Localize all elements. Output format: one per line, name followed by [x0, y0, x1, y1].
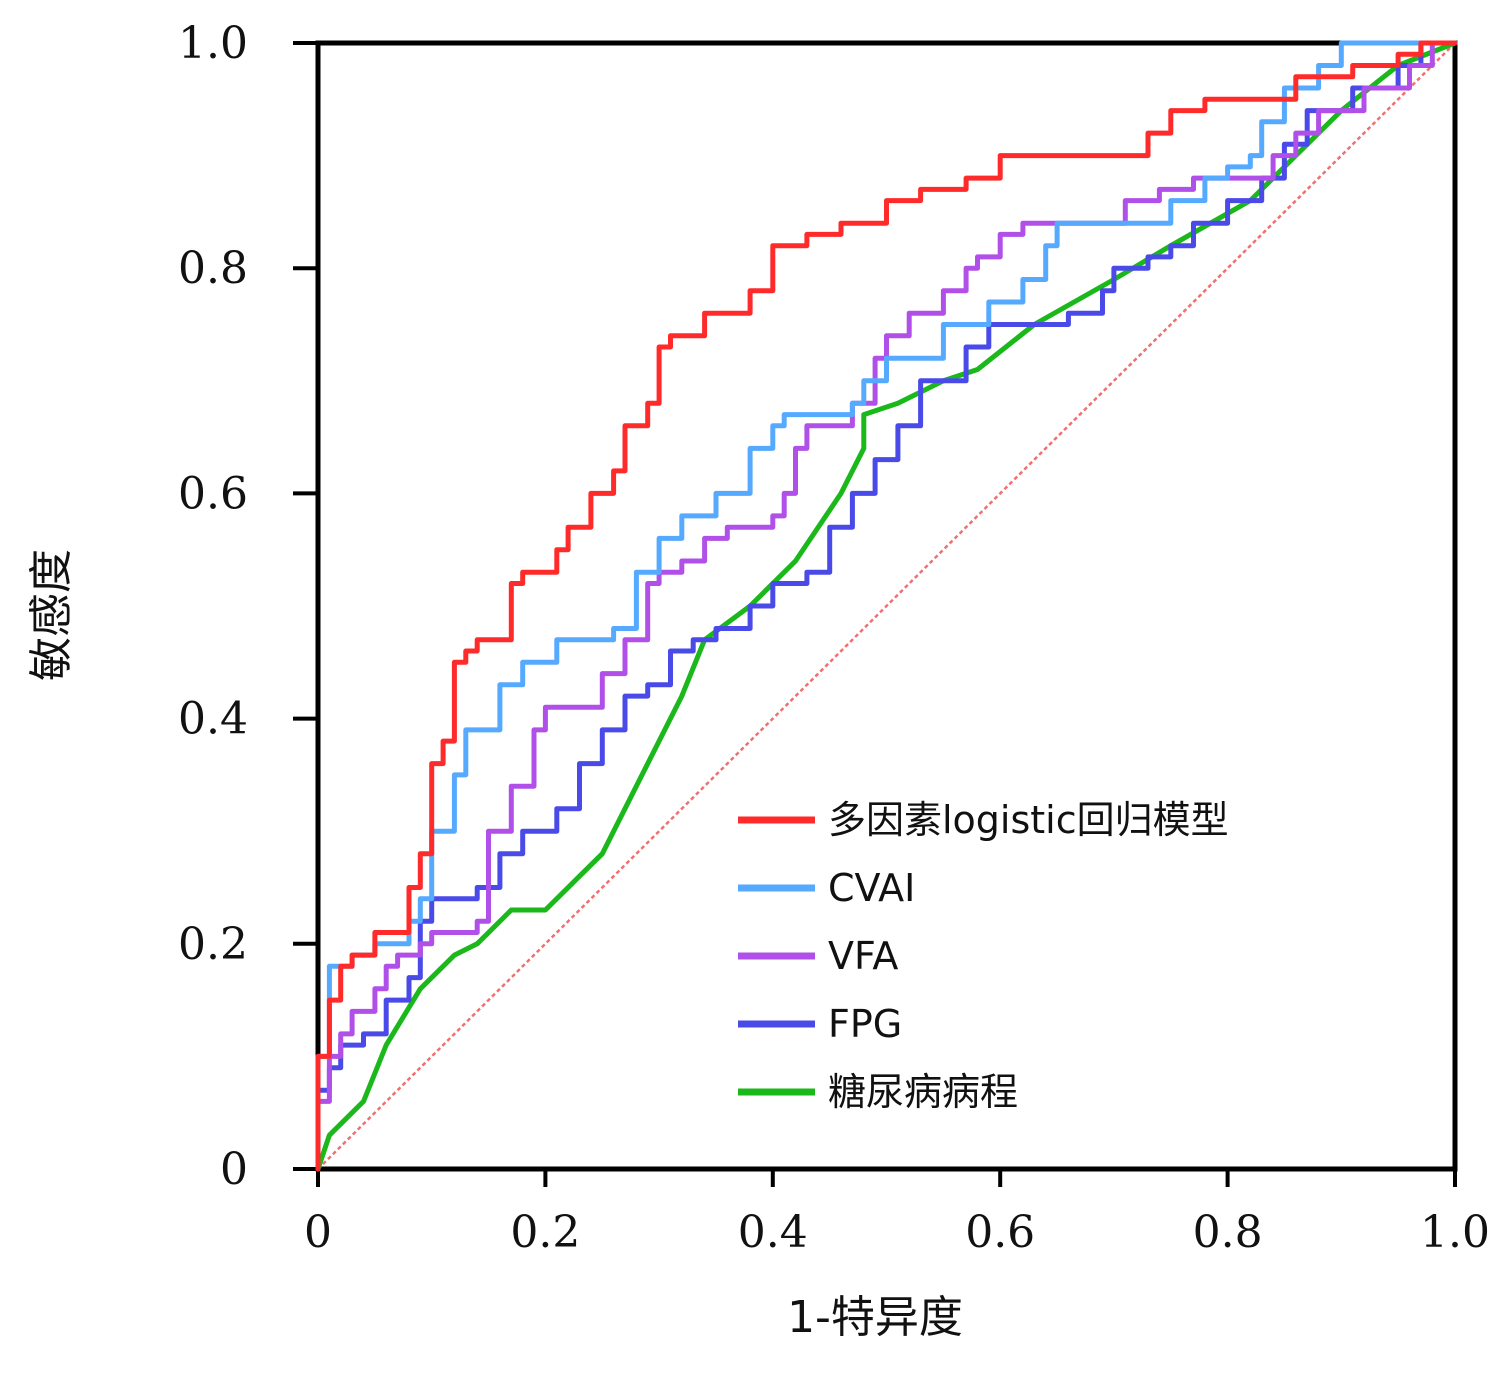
plot-frame [315, 40, 1458, 1172]
legend-label: VFA [828, 934, 898, 978]
x-axis-title: 1-特异度 [787, 1292, 963, 1343]
x-tick-label: 0.8 [1193, 1207, 1263, 1258]
roc-curve [315, 40, 1458, 1172]
y-axis-title: 敏感度 [26, 549, 77, 681]
roc-series [315, 40, 1458, 1172]
x-tick-label: 1.0 [1420, 1207, 1490, 1258]
x-tick-label: 0.6 [965, 1207, 1035, 1258]
x-tick-label: 0.2 [510, 1207, 580, 1258]
legend-label: 糖尿病病程 [828, 1070, 1018, 1114]
roc-curve [315, 40, 1458, 1172]
axes [315, 40, 1458, 1172]
y-tick-label: 0.8 [178, 243, 248, 294]
legend-label: 多因素logistic回归模型 [828, 798, 1229, 842]
reference-diagonal [317, 42, 1456, 1170]
y-tick-label: 1.0 [178, 18, 248, 69]
legend: 多因素logistic回归模型 CVAI VFA FPG 糖尿病病程 [738, 798, 1229, 1114]
x-tick-label: 0.4 [738, 1207, 808, 1258]
roc-curve [315, 40, 1458, 1172]
legend-label: FPG [828, 1002, 902, 1046]
y-tick-label: 0.2 [178, 919, 248, 970]
y-tick-label: 0.6 [178, 468, 248, 519]
reference-line [317, 42, 1456, 1170]
ticks: 0 0.2 0.4 0.6 0.8 1.0 0 0.2 0.4 0.6 0.8 1.0 [178, 18, 1490, 1258]
y-tick-label: 0 [220, 1144, 248, 1195]
legend-label: CVAI [828, 866, 915, 910]
x-tick-label: 0 [304, 1207, 332, 1258]
roc-curve [315, 40, 1458, 1172]
y-tick-label: 0.4 [178, 694, 248, 745]
